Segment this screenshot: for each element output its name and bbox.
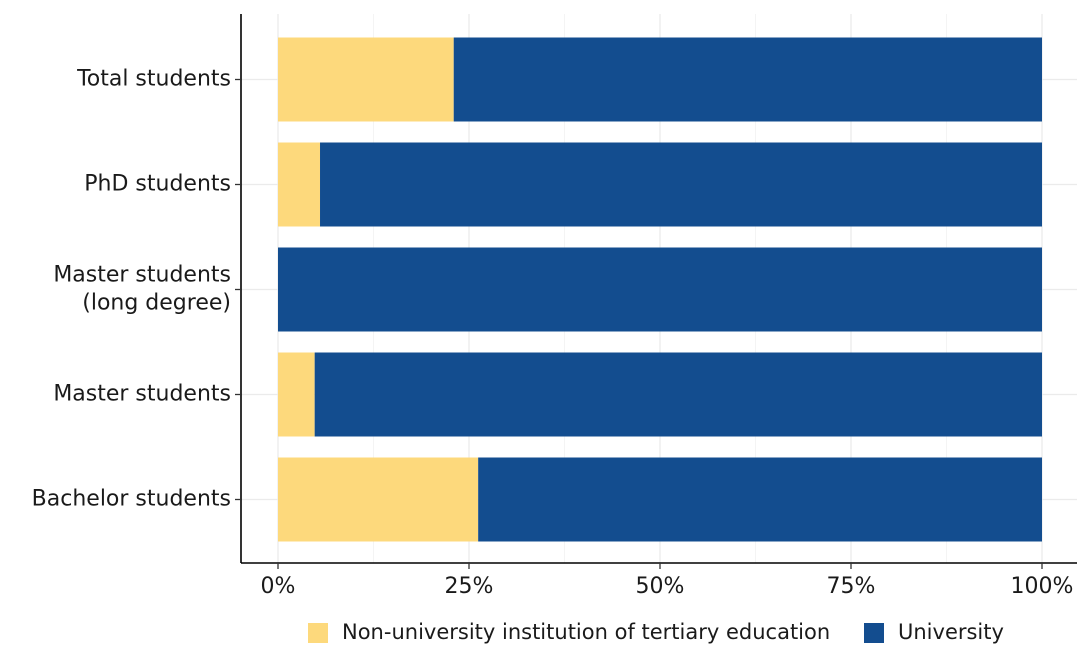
- bar-4-series-1: [478, 457, 1043, 542]
- category-label-2-line-1: (long degree): [82, 291, 231, 316]
- bars: [278, 37, 1043, 542]
- legend-swatch-1: [864, 623, 884, 643]
- legend-swatch-0: [308, 623, 328, 643]
- bar-2-series-1: [278, 247, 1042, 332]
- legend-label-0: Non-university institution of tertiary e…: [342, 620, 830, 644]
- x-tick-label-2: 50%: [636, 574, 685, 599]
- bar-4-series-0: [278, 457, 479, 542]
- bar-0-series-1: [453, 37, 1043, 122]
- bar-1-series-1: [320, 142, 1042, 227]
- axes: Total students PhD students Master student…: [32, 14, 1077, 599]
- legend: Non-university institution of tertiary e…: [308, 620, 1004, 644]
- category-label-4: Bachelor students: [32, 487, 231, 512]
- x-tick-label-1: 25%: [445, 574, 494, 599]
- x-tick-label-4: 100%: [1011, 574, 1074, 599]
- x-tick-label-3: 75%: [827, 574, 876, 599]
- category-label-1: PhD students: [84, 172, 231, 197]
- category-label-3: Master students: [53, 382, 231, 407]
- x-tick-label-0: 0%: [261, 574, 296, 599]
- legend-label-1: University: [898, 620, 1004, 644]
- bar-3-series-1: [314, 352, 1042, 437]
- bar-3-series-0: [278, 352, 315, 437]
- bar-0-series-0: [278, 37, 454, 122]
- bar-1-series-0: [278, 142, 321, 227]
- category-label-2-line-0: Master students: [53, 263, 231, 288]
- category-label-0: Total students: [76, 67, 231, 92]
